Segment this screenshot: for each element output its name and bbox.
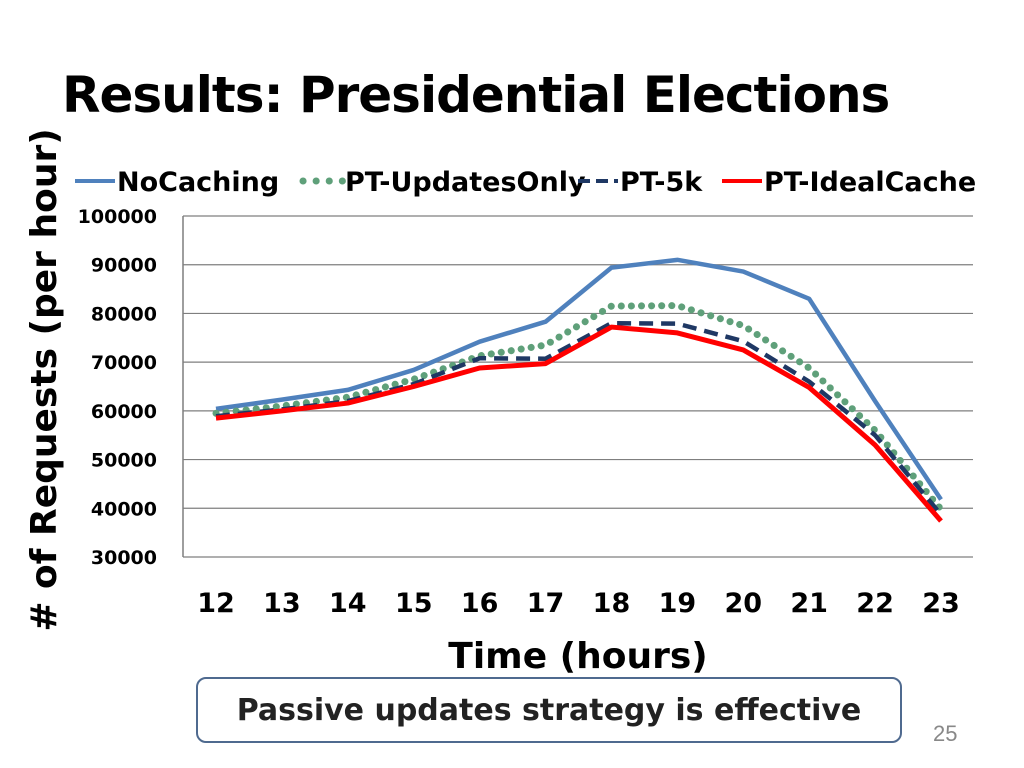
legend: NoCaching PT-UpdatesOnly PT-5k PT-IdealCach… xyxy=(75,167,976,198)
slide-title: Results: Presidential Elections xyxy=(62,66,890,124)
y-tick-label: 40000 xyxy=(91,498,157,520)
gridlines xyxy=(182,215,973,558)
x-tick-label: 17 xyxy=(527,588,565,619)
legend-label: PT-UpdatesOnly xyxy=(345,167,586,198)
series-line-pt-idealcache xyxy=(215,324,943,523)
page-number: 25 xyxy=(933,721,958,746)
series-line-nocaching xyxy=(215,257,943,501)
series-line-pt-5k xyxy=(215,320,943,517)
series-lines xyxy=(212,257,945,523)
x-tick-label: 18 xyxy=(593,588,631,619)
x-tick-label: 22 xyxy=(856,588,894,619)
y-tick-label: 70000 xyxy=(91,352,157,374)
y-tick-label: 90000 xyxy=(91,255,157,277)
x-tick-label: 14 xyxy=(329,588,367,619)
callout-box: Passive updates strategy is effective xyxy=(196,677,902,743)
x-tick-label: 20 xyxy=(724,588,762,619)
x-tick-label: 23 xyxy=(922,588,960,619)
legend-label: PT-IdealCache xyxy=(764,167,976,198)
x-tick-label: 21 xyxy=(790,588,828,619)
y-axis-label: # of Requests (per hour) xyxy=(24,128,65,631)
x-tick-label: 15 xyxy=(395,588,433,619)
x-tick-label: 16 xyxy=(461,588,499,619)
y-tick-label: 60000 xyxy=(91,401,157,423)
legend-label: NoCaching xyxy=(117,167,279,198)
y-tick-label: 80000 xyxy=(91,303,157,325)
y-tick-label: 50000 xyxy=(91,450,157,472)
legend-label: PT-5k xyxy=(620,167,703,198)
x-tick-label: 19 xyxy=(659,588,697,619)
y-tick-label: 100000 xyxy=(78,206,157,228)
x-tick-labels: 12 13 14 15 16 17 18 19 20 21 22 23 xyxy=(197,588,960,619)
x-tick-label: 12 xyxy=(197,588,235,619)
x-tick-label: 13 xyxy=(263,588,301,619)
series-line-pt-updatesonly xyxy=(212,302,945,513)
y-tick-label: 30000 xyxy=(91,547,157,569)
x-axis-label: Time (hours) xyxy=(448,636,707,677)
y-tick-labels: 30000 40000 50000 60000 70000 80000 90000 10000… xyxy=(78,206,157,569)
